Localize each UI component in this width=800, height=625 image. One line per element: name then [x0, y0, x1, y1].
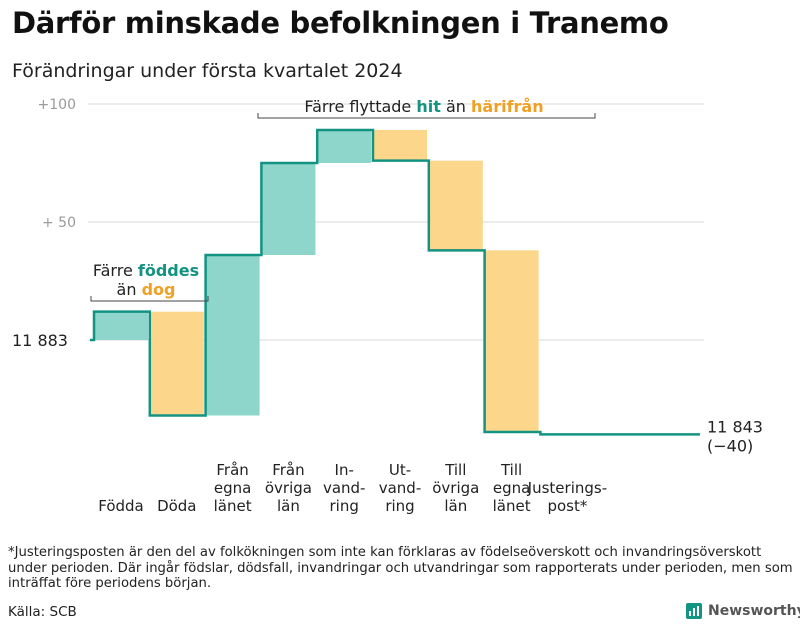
waterfall-bar — [149, 311, 204, 416]
category-label-line: post* — [547, 497, 587, 515]
category-label-line: Till — [444, 461, 466, 479]
annotation-text: Färre flyttade — [304, 97, 416, 116]
waterfall-bar — [261, 163, 316, 256]
category-label-line: Födda — [98, 497, 144, 515]
waterfall-bar — [94, 311, 148, 340]
births-annotation-bracket — [90, 296, 209, 302]
annotation-text: Färre — [93, 261, 138, 280]
births-annotation-line2: än dog — [117, 280, 176, 299]
annotation-highlight: föddes — [138, 261, 199, 280]
births-annotation-line1: Färre föddes — [93, 261, 199, 280]
annotation-text: än — [441, 97, 471, 116]
chart-title: Därför minskade befolkningen i Tranemo — [12, 6, 669, 40]
brand-logo: Newsworthy — [686, 603, 800, 619]
category-label-line: Justerings- — [527, 479, 607, 497]
annotation-text: än — [117, 280, 142, 299]
waterfall-bar — [205, 255, 260, 416]
category-label-line: Till — [500, 461, 522, 479]
annotation-highlight: härifrån — [471, 97, 544, 116]
category-label-line: Från — [272, 461, 304, 479]
category-label-line: egna — [214, 479, 251, 497]
waterfall-bar — [484, 250, 539, 433]
category-label-line: ring — [330, 497, 359, 515]
category-label-line: vand- — [323, 479, 366, 497]
annotation-highlight: dog — [142, 280, 176, 299]
category-label-line: län — [277, 497, 300, 515]
category-label: Till egna länet — [493, 461, 531, 515]
y-tick-label: +100 — [38, 97, 76, 113]
waterfall-bar — [428, 160, 483, 251]
end-value-label: 11 843 — [707, 417, 763, 436]
brand-name: Newsworthy — [708, 603, 800, 619]
category-label-line: Ut- — [389, 461, 411, 479]
category-label: Från egna länet — [214, 461, 252, 515]
y-tick-label: + 50 — [42, 215, 76, 231]
category-label-line: egna — [493, 479, 530, 497]
category-label-line: ring — [385, 497, 414, 515]
category-label-line: vand- — [379, 479, 422, 497]
start-value-label: 11 883 — [12, 331, 68, 350]
annotation-highlight: hit — [416, 97, 441, 116]
category-label-line: In- — [335, 461, 354, 479]
end-change-label: (−40) — [707, 436, 753, 455]
footnote: *Justeringsposten är den del av folkökni… — [8, 545, 793, 591]
category-label-line: övriga — [432, 479, 479, 497]
migration-annotation-bracket — [257, 113, 596, 119]
waterfall-bar — [317, 129, 372, 163]
waterfall-step-line — [90, 128, 700, 436]
category-label: Från övriga län — [265, 461, 312, 515]
category-label-line: Döda — [157, 497, 196, 515]
category-label-line: län — [444, 497, 467, 515]
newsworthy-logo-icon — [686, 603, 702, 619]
category-label: Justerings-post* — [527, 479, 607, 515]
migration-annotation: Färre flyttade hit än härifrån — [304, 97, 543, 116]
category-label: Till övriga län — [432, 461, 479, 515]
category-label: Döda — [157, 497, 196, 515]
source-note: Källa: SCB — [8, 604, 77, 620]
category-label: In-vand-ring — [323, 461, 366, 515]
chart-subtitle: Förändringar under första kvartalet 2024 — [12, 60, 403, 82]
category-label-line: Från — [216, 461, 248, 479]
category-label-line: länet — [214, 497, 252, 515]
category-label: Födda — [98, 497, 144, 515]
category-label-line: övriga — [265, 479, 312, 497]
category-label: Ut-vand-ring — [379, 461, 422, 515]
waterfall-bar — [373, 129, 427, 161]
category-label-line: länet — [493, 497, 531, 515]
